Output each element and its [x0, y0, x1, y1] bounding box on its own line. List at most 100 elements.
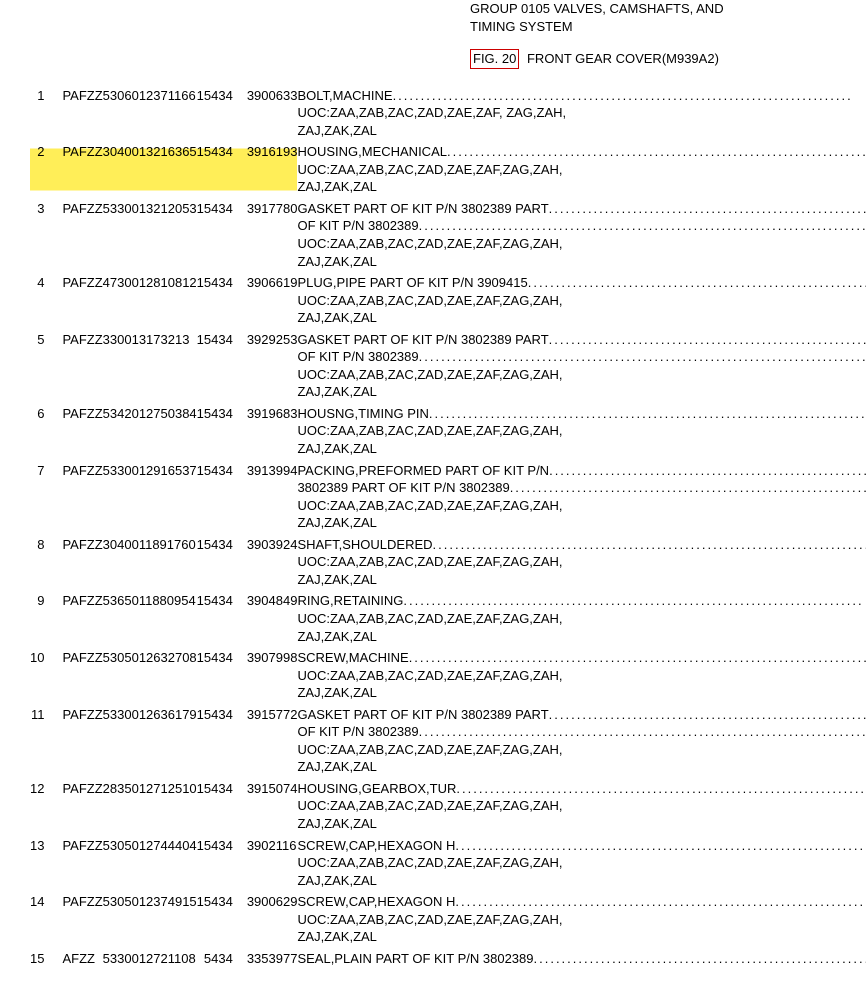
uoc-line: UOC:ZAA,ZAB,ZAC,ZAD,ZAE,ZAF,ZAG,ZAH,: [297, 667, 866, 685]
desc-line: HOUSNG,TIMING PIN ......................…: [297, 405, 866, 423]
cell-pn: 3913994: [247, 462, 298, 532]
desc-line: SCREW,MACHINE ..........................…: [297, 649, 866, 667]
cell-pn: 3907998: [247, 649, 298, 702]
cell-nsn: 5365011880954: [103, 592, 197, 645]
cell-smr: PAFZZ: [62, 274, 102, 327]
cell-description: GASKET PART OF KIT P/N 3802389 PART ....…: [297, 706, 866, 776]
table-row: 14PAFZZ5305012374915154343900629SCREW,CA…: [30, 893, 866, 946]
cell-item: 3: [30, 200, 62, 270]
desc-line: HOUSING,MECHANICAL .....................…: [297, 143, 866, 161]
cell-pn: 3915772: [247, 706, 298, 776]
cell-nsn: 3040011891760: [103, 536, 197, 589]
cell-item: 6: [30, 405, 62, 458]
table-row: 9PAFZZ5365011880954154343904849RING,RETA…: [30, 592, 866, 645]
desc-line: SHAFT,SHOULDERED .......................…: [297, 536, 866, 554]
table-row: 2PAFZZ3040013216365154343916193HOUSING,M…: [30, 143, 866, 196]
cell-cage: 15434: [197, 143, 247, 196]
cell-item: 13: [30, 837, 62, 890]
cell-description: SHAFT,SHOULDERED .......................…: [297, 536, 866, 589]
desc-line: OF KIT P/N 3802389 .....................…: [297, 723, 866, 741]
uoc-line: ZAJ,ZAK,ZAL: [297, 383, 866, 401]
uoc-line: UOC:ZAA,ZAB,ZAC,ZAD,ZAE,ZAF,ZAG,ZAH,: [297, 497, 866, 515]
cell-smr: AFZZ: [62, 950, 102, 968]
cell-description: SCREW,CAP,HEXAGON H ....................…: [297, 893, 866, 946]
cell-smr: PAFZZ: [62, 462, 102, 532]
uoc-line: UOC:ZAA,ZAB,ZAC,ZAD,ZAE,ZAF,ZAG,ZAH,: [297, 797, 866, 815]
uoc-line: ZAJ,ZAK,ZAL: [297, 122, 866, 140]
table-row: 15AFZZ533001272110854343353977SEAL,PLAIN…: [30, 950, 866, 968]
desc-line: PLUG,PIPE PART OF KIT P/N 3909415 ......…: [297, 274, 866, 292]
cell-cage: 15434: [197, 405, 247, 458]
cell-pn: 3353977: [247, 950, 298, 968]
cell-nsn: 5305012374915: [103, 893, 197, 946]
cell-nsn: 330013173213: [103, 331, 197, 401]
table-row: 10PAFZZ5305012632708154343907998SCREW,MA…: [30, 649, 866, 702]
cell-nsn: 4730012810812: [103, 274, 197, 327]
desc-line: SCREW,CAP,HEXAGON H ....................…: [297, 837, 866, 855]
cell-description: GASKET PART OF KIT P/N 3802389 PART ....…: [297, 331, 866, 401]
desc-line: 3802389 PART OF KIT P/N 3802389 ........…: [297, 479, 866, 497]
cell-cage: 15434: [197, 87, 247, 140]
cell-item: 15: [30, 950, 62, 968]
cell-description: GASKET PART OF KIT P/N 3802389 PART ....…: [297, 200, 866, 270]
desc-line: GASKET PART OF KIT P/N 3802389 PART ....…: [297, 200, 866, 218]
desc-line: RING,RETAINING .........................…: [297, 592, 866, 610]
header-block: GROUP 0105 VALVES, CAMSHAFTS, AND TIMING…: [470, 0, 846, 69]
table-row: 8PAFZZ3040011891760154343903924SHAFT,SHO…: [30, 536, 866, 589]
cell-item: 7: [30, 462, 62, 532]
cell-nsn: 5305012744404: [103, 837, 197, 890]
desc-line: GASKET PART OF KIT P/N 3802389 PART ....…: [297, 331, 866, 349]
cell-item: 9: [30, 592, 62, 645]
cell-description: SEAL,PLAIN PART OF KIT P/N 3802389 .....…: [297, 950, 866, 968]
uoc-line: UOC:ZAA,ZAB,ZAC,ZAD,ZAE,ZAF,ZAG,ZAH,: [297, 366, 866, 384]
uoc-line: UOC:ZAA,ZAB,ZAC,ZAD,ZAE,ZAF,ZAG,ZAH,: [297, 161, 866, 179]
row-spacer: [30, 967, 866, 971]
uoc-line: ZAJ,ZAK,ZAL: [297, 684, 866, 702]
cell-pn: 3929253: [247, 331, 298, 401]
cell-description: BOLT,MACHINE ...........................…: [297, 87, 866, 140]
uoc-line: ZAJ,ZAK,ZAL: [297, 514, 866, 532]
cell-description: PACKING,PREFORMED PART OF KIT P/N ......…: [297, 462, 866, 532]
cell-nsn: 5306012371166: [103, 87, 197, 140]
cell-smr: PAFZZ: [62, 87, 102, 140]
cell-pn: 3906619: [247, 274, 298, 327]
cell-smr: PAFZZ: [62, 649, 102, 702]
cell-pn: 3915074: [247, 780, 298, 833]
cell-pn: 3916193: [247, 143, 298, 196]
cell-description: HOUSING,GEARBOX,TUR ....................…: [297, 780, 866, 833]
uoc-line: ZAJ,ZAK,ZAL: [297, 309, 866, 327]
cell-pn: 3900629: [247, 893, 298, 946]
cell-cage: 15434: [197, 837, 247, 890]
table-row: 5PAFZZ330013173213154343929253GASKET PAR…: [30, 331, 866, 401]
cell-pn: 3900633: [247, 87, 298, 140]
cell-description: RING,RETAINING .........................…: [297, 592, 866, 645]
cell-pn: 3903924: [247, 536, 298, 589]
group-title-line1: GROUP 0105 VALVES, CAMSHAFTS, AND: [470, 0, 846, 18]
table-row: 1PAFZZ5306012371166154343900633BOLT,MACH…: [30, 87, 866, 140]
cell-smr: PAFZZ: [62, 405, 102, 458]
cell-smr: PAFZZ: [62, 706, 102, 776]
table-row: 3PAFZZ5330013212053154343917780GASKET PA…: [30, 200, 866, 270]
uoc-line: UOC:ZAA,ZAB,ZAC,ZAD,ZAE,ZAF,ZAG,ZAH,: [297, 610, 866, 628]
uoc-line: ZAJ,ZAK,ZAL: [297, 815, 866, 833]
cell-nsn: 5330012636179: [103, 706, 197, 776]
cell-nsn: 5330012721108: [103, 950, 197, 968]
cell-description: HOUSNG,TIMING PIN ......................…: [297, 405, 866, 458]
table-row: 6PAFZZ5342012750384154343919683HOUSNG,TI…: [30, 405, 866, 458]
desc-line: OF KIT P/N 3802389 .....................…: [297, 217, 866, 235]
cell-item: 5: [30, 331, 62, 401]
cell-smr: PAFZZ: [62, 331, 102, 401]
cell-item: 4: [30, 274, 62, 327]
cell-smr: PAFZZ: [62, 592, 102, 645]
cell-cage: 15434: [197, 893, 247, 946]
table-row: 4PAFZZ4730012810812154343906619PLUG,PIPE…: [30, 274, 866, 327]
cell-nsn: 5342012750384: [103, 405, 197, 458]
cell-description: HOUSING,MECHANICAL .....................…: [297, 143, 866, 196]
uoc-line: UOC:ZAA,ZAB,ZAC,ZAD,ZAE,ZAF,ZAG,ZAH,: [297, 911, 866, 929]
uoc-line: ZAJ,ZAK,ZAL: [297, 628, 866, 646]
uoc-line: UOC:ZAA,ZAB,ZAC,ZAD,ZAE,ZAF,ZAG,ZAH,: [297, 553, 866, 571]
cell-cage: 15434: [197, 592, 247, 645]
uoc-line: UOC:ZAA,ZAB,ZAC,ZAD,ZAE,ZAF,ZAG,ZAH,: [297, 292, 866, 310]
cell-item: 12: [30, 780, 62, 833]
cell-smr: PAFZZ: [62, 893, 102, 946]
